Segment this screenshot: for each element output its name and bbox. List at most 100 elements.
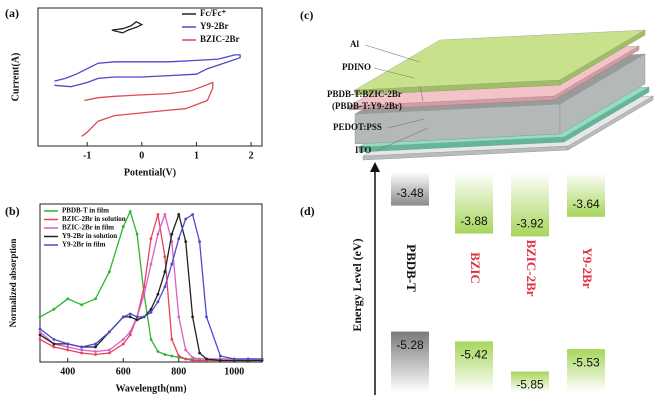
homo-label: -5.42 <box>460 348 488 362</box>
lumo-label: -3.48 <box>396 186 424 200</box>
lumo-label: -3.92 <box>516 217 544 231</box>
panel-label: (a) <box>5 6 19 20</box>
lumo-label: -3.64 <box>572 197 600 211</box>
series-marker <box>128 330 132 334</box>
homo-label: -5.85 <box>516 378 544 392</box>
series-marker <box>128 312 132 316</box>
homo-box <box>455 341 493 392</box>
series-marker <box>80 345 84 349</box>
series-marker <box>94 345 97 349</box>
series-marker <box>156 232 160 236</box>
series-marker <box>156 350 160 353</box>
series-marker <box>163 213 167 216</box>
series-marker <box>156 300 160 304</box>
series-marker <box>135 315 139 319</box>
series-marker <box>163 255 167 259</box>
series-marker <box>52 307 56 311</box>
series-marker <box>121 338 125 341</box>
series-marker <box>156 213 160 216</box>
x-tick-label: -1 <box>83 150 91 161</box>
series-marker <box>177 213 181 216</box>
material-name: BZIC <box>468 252 483 284</box>
legend-label: BZIC-2Br in film <box>62 224 114 232</box>
homo-label: -5.53 <box>572 355 600 369</box>
series-marker <box>149 237 153 241</box>
leader-line <box>373 67 415 79</box>
series-marker <box>198 351 201 355</box>
series-marker <box>149 262 153 266</box>
legend-label: BZIC-2Br in solution <box>62 215 126 223</box>
series-marker <box>218 359 222 362</box>
layer-label: PEDOT:PSS <box>333 122 382 132</box>
material-name: Y9-2Br <box>580 247 595 288</box>
y-axis-label: Current(A) <box>10 53 21 102</box>
series-line <box>54 54 241 88</box>
series-marker <box>80 303 84 307</box>
series-marker <box>184 217 188 221</box>
series-marker <box>66 342 70 346</box>
x-tick-label: 2 <box>249 150 254 161</box>
series-marker <box>149 338 153 341</box>
layer-label: PBDB-T:BZIC-2Br <box>327 89 402 99</box>
lumo-box <box>455 172 493 234</box>
series-marker <box>128 210 132 213</box>
series-marker <box>121 225 125 228</box>
y-axis-label: Normalized absorption <box>8 239 18 328</box>
series-marker <box>163 353 167 356</box>
series-marker <box>66 297 70 301</box>
homo-box <box>567 349 605 392</box>
series-marker <box>121 315 125 319</box>
material-name: PBDB-T <box>404 244 419 292</box>
series-marker <box>52 345 56 349</box>
series-marker <box>170 354 174 358</box>
x-tick-label: 0 <box>139 150 144 161</box>
series-marker <box>205 357 208 361</box>
series-line <box>81 81 214 137</box>
leader-line <box>365 44 421 63</box>
legend-label: Y9-2Br in solution <box>62 232 117 240</box>
layer-label: (PBDB-T:Y9-2Br) <box>332 101 402 111</box>
energy-arrow <box>370 162 380 172</box>
panel-label: (c) <box>300 8 313 22</box>
x-tick-label: 600 <box>116 366 131 377</box>
layer-label: Al <box>350 39 359 49</box>
series-marker <box>135 232 139 236</box>
series-marker <box>66 348 70 352</box>
series-marker <box>80 351 84 355</box>
series-marker <box>156 292 160 296</box>
series-marker <box>198 357 201 361</box>
series-marker <box>260 357 264 361</box>
series-marker <box>52 338 56 341</box>
plot-frame <box>37 7 263 147</box>
series-marker <box>177 315 181 319</box>
material-name: BZIC-2Br <box>524 239 539 296</box>
series-marker <box>107 351 111 355</box>
legend-label: Fc/Fc⁺ <box>200 8 226 18</box>
series-marker <box>198 240 201 244</box>
energy-axis-label: Energy Level (eV) <box>350 238 364 331</box>
series-marker <box>184 348 188 352</box>
x-tick-label: 1 <box>194 150 199 161</box>
series-marker <box>142 315 146 319</box>
series-marker <box>149 310 153 314</box>
legend-label: Y9-2Br in film <box>62 241 106 249</box>
panel-label: (b) <box>5 204 20 218</box>
series-marker <box>107 330 111 334</box>
homo-box <box>511 371 549 392</box>
series-marker <box>232 357 236 361</box>
series-marker <box>170 338 174 341</box>
series-marker <box>184 240 188 244</box>
series-marker <box>142 292 146 296</box>
plot-frame <box>39 203 263 363</box>
series-marker <box>94 297 97 301</box>
series-marker <box>191 356 195 359</box>
panel-label: (d) <box>300 204 315 218</box>
layer-label: ITO <box>355 145 371 155</box>
legend-label: Y9-2Br <box>200 21 229 31</box>
series-marker <box>107 270 111 274</box>
series-marker <box>107 348 111 352</box>
x-tick-label: 800 <box>171 366 186 377</box>
series-marker <box>163 270 167 274</box>
series-marker <box>38 327 42 331</box>
